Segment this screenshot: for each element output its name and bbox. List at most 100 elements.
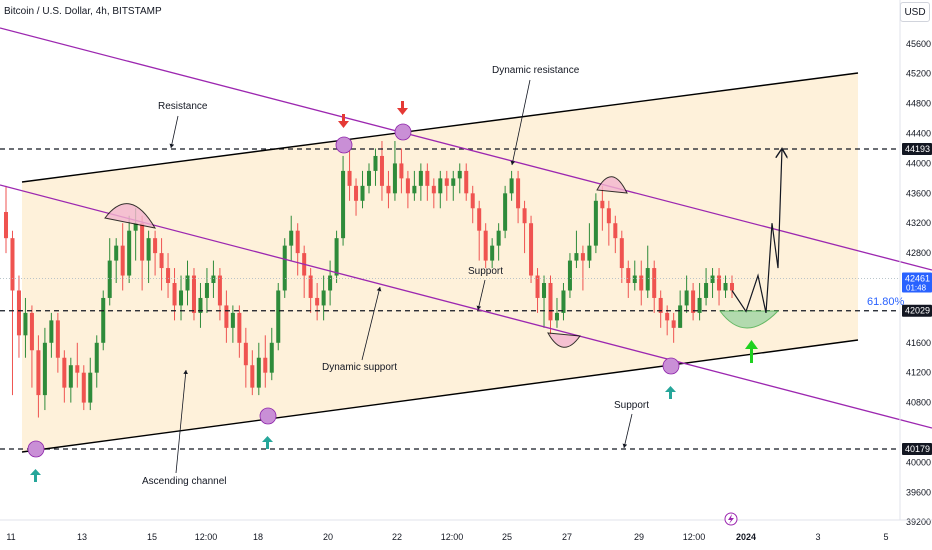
candle-body [107,260,112,298]
candle-body [658,297,663,313]
price-tag-label: 42029 [905,306,930,316]
candle-body [10,238,15,291]
candle-body [509,178,514,194]
time-tick-label: 12:00 [683,532,706,542]
bottom-arc [547,332,581,348]
candle-body [217,275,222,306]
price-tag-box [902,143,932,155]
candle-body [457,170,462,179]
candle-body [120,245,125,276]
candle-body [451,178,456,186]
candle-body [133,223,138,231]
candle-body [282,245,287,291]
touch-circle [662,357,680,375]
price-tick-label: 44800 [906,99,931,109]
candle-body [360,185,365,201]
lightning-icon[interactable] [724,512,738,526]
annotation-resistance: Resistance [158,101,208,112]
candle-body [243,342,248,366]
touch-circle [335,136,353,154]
candle-body [101,297,106,343]
candle-body [516,178,521,209]
candle-body [464,170,469,194]
down-arrow-icon [397,101,408,115]
top-arc-right [596,176,628,194]
ascending-channel-fill [22,73,858,452]
candle-body [88,372,93,403]
candle-body [42,342,47,396]
time-tick-label: 18 [253,532,263,542]
candle-body [652,268,657,298]
candle-body [354,185,359,201]
price-tick-label: 44000 [906,158,931,168]
price-tick-label: 42800 [906,248,931,258]
candle-body [529,223,534,276]
ascending-channel-lower-line [21,339,859,453]
candle-body [315,297,320,306]
price-tick-label: 41200 [906,368,931,378]
candle-body [503,193,508,231]
candle-body [483,230,488,261]
price-tick-label: 44400 [906,129,931,139]
candle-body [470,193,475,209]
candle-body [386,185,391,194]
candle-body [723,283,728,291]
candle-body [522,208,527,224]
candle-body [567,260,572,291]
candle-body [81,372,86,403]
candle-body [204,283,209,298]
candle-body [392,163,397,194]
candle-body [593,200,598,246]
time-tick-label: 20 [323,532,333,542]
candle-body [632,275,637,284]
candle-body [191,275,196,313]
candle-body [704,283,709,298]
candle-body [496,230,501,246]
annotation-support-upper: Support [468,266,503,277]
candle-body [574,253,579,261]
price-tick-label: 43200 [906,218,931,228]
pointer-resistance [169,115,179,149]
price-tag-countdown: 01:48 [906,283,927,292]
candle-body [710,275,715,284]
time-tick-label: 27 [562,532,572,542]
candle-body [645,268,650,291]
candle-body [237,312,242,343]
time-axis[interactable]: 11 13 15 12:00 18 20 22 12:00 25 27 29 12:00 2024 3 5 [6,532,888,542]
candle-body [328,275,333,291]
candle-body [295,230,300,254]
price-tag-label: 44193 [905,144,930,154]
time-tick-label: 12:00 [441,532,464,542]
time-tick-label: 5 [883,532,888,542]
candle-body [276,290,281,343]
candle-body [159,253,164,269]
candle-body [146,238,151,261]
candle-body [580,253,585,261]
candle-body [16,290,21,336]
down-arrow-icon [338,114,349,128]
candle-body [75,365,80,373]
price-axis[interactable]: 45600 45200 44800 44400 44000 43600 43200 42800… [906,39,931,527]
price-tag-box [902,443,932,455]
pointer-ascending-channel [175,369,189,474]
candle-body [308,275,313,298]
up-arrow-icon [262,436,273,449]
candle-body [639,275,644,291]
price-tick-label: 39200 [906,517,931,527]
candle-body [250,365,255,388]
touch-circle [259,407,277,425]
candle-body [198,297,203,313]
time-tick-label: 11 [6,532,15,542]
candle-body [289,230,294,246]
candles-group [3,141,735,418]
projection-path [731,148,782,314]
candle-body [172,283,177,306]
candle-body [613,223,618,239]
pointer-support-lower [622,413,633,449]
pointer-dynamic-resistance [510,79,531,166]
candle-body [179,290,184,306]
price-tag-box [902,272,932,293]
candle-body [263,357,268,373]
candle-body [211,275,216,284]
